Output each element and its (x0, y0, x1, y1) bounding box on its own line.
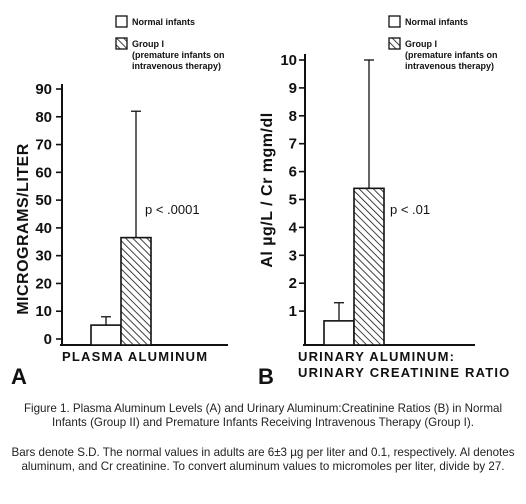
panel-a-y-tick-label: 90 (35, 81, 52, 98)
panel-a-legend-label-group-i-desc-2: intravenous therapy) (132, 61, 221, 71)
panel-b-letter: B (258, 364, 274, 389)
panel-a-y-tick-label: 60 (35, 164, 52, 181)
panel-a-letter: A (11, 364, 27, 389)
panel-a-legend-label-normal: Normal infants (132, 17, 195, 27)
panel-a-legend-label-group-i-desc-1: (premature infants on (132, 50, 225, 60)
panel-b-y-tick-label: 3 (289, 247, 297, 264)
panel-a-legend-swatch-normal (115, 15, 128, 28)
panel-a-legend-swatch-group-i (115, 37, 128, 50)
panel-b-bar-group-i (353, 187, 385, 346)
panel-a-bar-normal-infants (90, 324, 122, 346)
panel-b-y-tick-label: 6 (289, 164, 297, 181)
panel-a-y-tick-label: 0 (44, 331, 52, 348)
panel-a-bar-group-i (120, 236, 152, 346)
panel-a-y-tick-label: 20 (35, 275, 52, 292)
panel-a-legend-label-group-i: Group I (132, 39, 164, 49)
panel-b-p-value: p < .01 (390, 202, 430, 217)
panel-b-bars (323, 59, 385, 346)
panel-a-y-tick-label: 50 (35, 192, 52, 209)
panel-b-legend: Normal infants Group I(premature infants … (388, 15, 498, 71)
panel-b-x-axis-label-line2: URINARY CREATININE RATIO (298, 365, 511, 380)
panel-a-y-tick-label: 30 (35, 248, 52, 265)
panel-b-y-tick-label: 4 (289, 219, 298, 236)
panel-a-y-axis-label: MICROGRAMS/LITER (15, 143, 32, 315)
panel-b-y-tick-label: 8 (289, 108, 297, 125)
panel-a-y-tick-label: 80 (35, 109, 52, 126)
panel-b-y-tick-label: 1 (289, 303, 297, 320)
panel-a-y-tick-label: 40 (35, 220, 52, 237)
panel-b-y-tick-label: 2 (289, 275, 297, 292)
panel-b-legend-label-group-i-desc-2: intravenous therapy) (405, 61, 494, 71)
panel-a-y-tick-label: 70 (35, 137, 52, 154)
panel-b-y-axis-label: Al µg/L / Cr mgm/dl (259, 112, 276, 267)
panel-b-y-tick-label: 9 (289, 80, 297, 97)
figure-caption: Figure 1. Plasma Aluminum Levels (A) and… (23, 402, 503, 429)
panel-b-legend-swatch-normal (388, 15, 401, 28)
panel-a-x-axis-label: PLASMA ALUMINUM (62, 349, 208, 364)
panel-b-y-tick-label: 5 (289, 192, 297, 209)
panel-b-x-axis-label: URINARY ALUMINUM: (298, 349, 455, 364)
panel-a-chart: Normal infants Group I(premature infants … (11, 15, 228, 389)
figure-note: Bars denote S.D. The normal values in ad… (11, 446, 515, 473)
panel-b-y-tick-label: 10 (280, 52, 297, 69)
panel-b-legend-swatch-group-i (388, 37, 401, 50)
panel-b-legend-label-group-i-desc-1: (premature infants on (405, 50, 498, 60)
panel-b-legend-label-group-i: Group I (405, 39, 437, 49)
panel-b-bar-normal-infants (323, 320, 355, 346)
panel-a-bars (90, 110, 152, 346)
panel-a-axes: 0 10 20 30 40 50 60 70 80 90 (35, 81, 228, 348)
panel-a-p-value: p < .0001 (145, 202, 200, 217)
panel-b-legend-label-normal: Normal infants (405, 17, 468, 27)
panel-a-y-tick-label: 10 (35, 303, 52, 320)
panel-a-legend: Normal infants Group I(premature infants … (115, 15, 225, 71)
panel-b-chart: Normal infants Group I(premature infants … (258, 15, 511, 389)
panel-b-y-tick-label: 7 (289, 136, 297, 153)
